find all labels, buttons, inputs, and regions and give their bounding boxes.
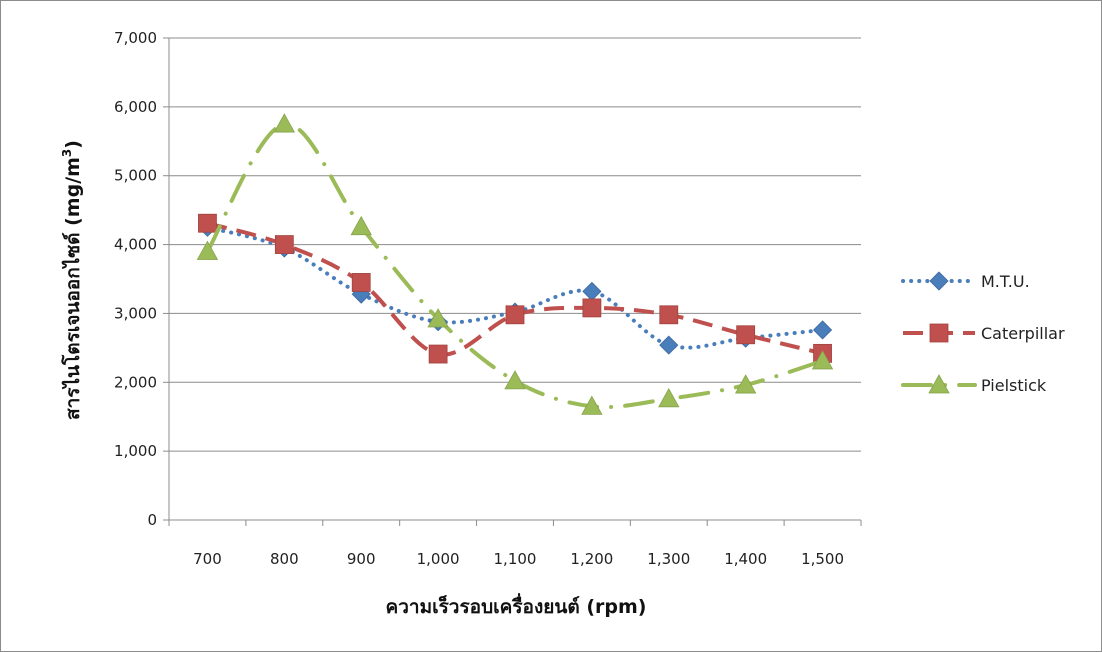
data-point-m-t-u [582,281,602,301]
data-point-pielstick [273,113,296,133]
data-point-caterpillar [351,273,371,292]
y-tick-label: 1,000 [114,442,157,460]
y-tick-label: 6,000 [114,98,157,116]
data-point-caterpillar [274,235,294,254]
legend-label: Caterpillar [981,324,1065,343]
legend-swatch-marker [929,323,949,343]
series-line-caterpillar [206,221,824,357]
series-caterpillar [198,213,832,364]
legend-item-caterpillar: Caterpillar [903,323,1065,343]
data-point-caterpillar [582,298,602,318]
x-tick-label: 1,000 [417,550,460,568]
series-line-m-t-u [205,225,825,350]
series-line-pielstick [205,122,825,410]
x-tick-labels: 700 800 900 1,000 1,100 1,200 1,300 1,400 1,500 [193,550,844,568]
legend-item-m-t-u: M.T.U. [901,271,1030,291]
x-tick-label: 1,500 [801,550,844,568]
y-tick-label: 3,000 [114,304,157,322]
legend-swatch-marker [928,374,950,394]
data-point-pielstick [658,387,680,408]
data-point-pielstick [196,240,219,260]
data-point-pielstick [350,215,372,236]
y-tick-label: 5,000 [114,167,157,185]
y-tick-label: 2,000 [114,373,157,391]
x-tick-label: 1,300 [647,550,690,568]
data-point-m-t-u [659,335,679,355]
legend-item-pielstick: Pielstick [901,374,1047,395]
data-point-pielstick [734,374,757,394]
data-point-pielstick [427,308,449,328]
data-point-caterpillar [198,213,217,233]
series-pielstick [196,113,834,415]
y-axis-title-main: สารไนโตรเจนออกไซด์ (mg/m [61,157,84,420]
data-point-pielstick [811,350,834,370]
series-layer [196,113,834,415]
y-axis-title-superscript: 3 [60,149,74,157]
legend-label: Pielstick [981,376,1047,395]
y-tick-label: 4,000 [114,236,157,254]
data-point-m-t-u [812,320,833,340]
x-tick-label: 900 [347,550,376,568]
x-tick-label: 800 [270,550,299,568]
x-tick-label: 1,100 [494,550,537,568]
axes [163,37,862,526]
y-tick-labels: 0 1,000 2,000 3,000 4,000 5,000 6,000 7,000 [114,29,157,529]
y-axis-title: สารไนโตรเจนออกไซด์ (mg/m3) [60,140,84,420]
legend-label: M.T.U. [981,272,1030,291]
x-tick-label: 1,400 [724,550,767,568]
x-tick-label: 1,200 [570,550,613,568]
y-tick-label: 7,000 [114,29,157,47]
data-point-caterpillar [736,325,756,345]
y-tick-label: 0 [147,511,157,529]
legend: M.T.U. Caterpillar Pielstick [901,271,1065,395]
legend-swatch-marker [929,271,949,291]
y-axis-title-end: ) [62,140,84,149]
data-point-caterpillar [505,305,525,325]
x-axis-title: ความเร็วรอบเครื่องยนต์ (rpm) [386,593,647,618]
x-tick-label: 700 [193,550,222,568]
data-point-pielstick [504,370,526,390]
data-point-caterpillar [659,305,679,325]
data-point-pielstick [581,395,603,415]
data-point-caterpillar [428,344,448,364]
